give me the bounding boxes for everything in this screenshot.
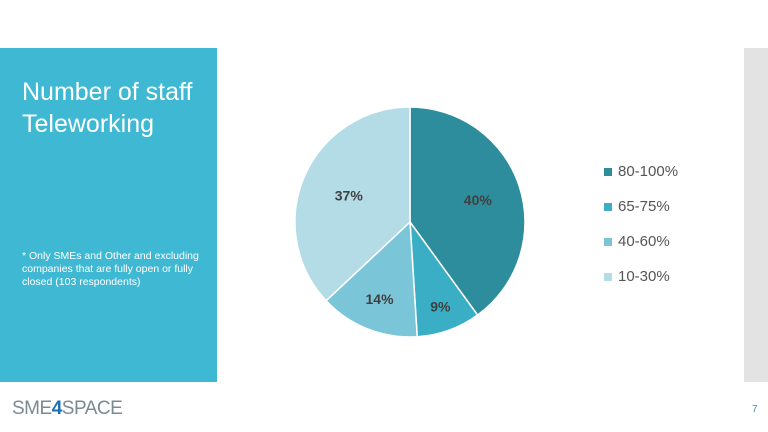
slide-note: * Only SMEs and Other and excluding comp… [22, 250, 199, 288]
logo: SME4SPACE [12, 398, 123, 419]
legend-item: 40-60% [604, 224, 678, 259]
legend-item: 10-30% [604, 259, 678, 294]
side-bar [744, 48, 768, 382]
legend-swatch [604, 167, 612, 176]
legend-swatch [604, 237, 612, 246]
legend-label: 80-100% [618, 163, 679, 180]
data-label: 40% [464, 192, 493, 208]
legend-swatch [604, 202, 612, 211]
pie-slice-10-30% [294, 106, 411, 302]
data-label: 9% [430, 298, 451, 314]
data-label: 14% [366, 291, 395, 307]
data-label: 37% [335, 188, 364, 204]
slide-title: Number of staff Teleworking [22, 78, 193, 138]
legend-label: 40-60% [618, 233, 670, 250]
chart-legend: 80-100% 65-75% 40-60% 10-30% [604, 154, 678, 294]
pie-slice-80-100% [409, 106, 526, 317]
title-panel [0, 48, 217, 382]
pie-slice-40-60% [325, 220, 419, 338]
legend-item: 80-100% [604, 154, 678, 189]
page-number: 7 [752, 404, 758, 415]
legend-label: 65-75% [618, 198, 670, 215]
legend-item: 65-75% [604, 189, 678, 224]
legend-swatch [604, 272, 612, 281]
legend-label: 10-30% [618, 268, 670, 285]
